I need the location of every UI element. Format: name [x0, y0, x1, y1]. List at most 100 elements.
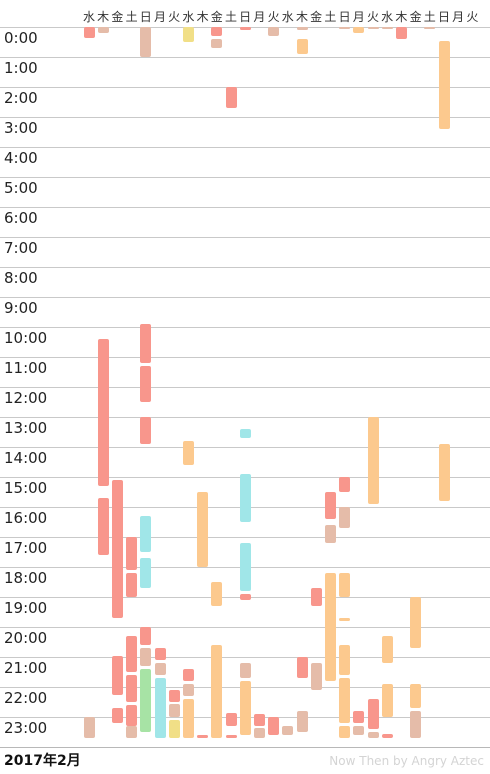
event-bar[interactable] — [339, 573, 351, 597]
event-bar[interactable] — [282, 726, 294, 735]
event-bar[interactable] — [396, 27, 407, 39]
event-bar[interactable] — [126, 537, 138, 570]
hour-gridline — [0, 117, 490, 118]
event-bar[interactable] — [168, 703, 180, 717]
event-bar[interactable] — [268, 717, 280, 735]
event-bar[interactable] — [296, 657, 308, 678]
event-bar[interactable] — [225, 712, 237, 726]
event-bar[interactable] — [367, 699, 379, 729]
day-label: 日 — [437, 10, 450, 24]
event-bar[interactable] — [183, 699, 194, 738]
event-bar[interactable] — [268, 27, 280, 36]
event-bar[interactable] — [339, 27, 351, 29]
event-bar[interactable] — [339, 726, 351, 738]
event-bar[interactable] — [353, 27, 365, 33]
event-bar[interactable] — [140, 27, 152, 57]
event-bar[interactable] — [239, 27, 251, 30]
event-bar[interactable] — [367, 417, 379, 504]
event-bar[interactable] — [254, 714, 265, 726]
event-bar[interactable] — [154, 648, 166, 660]
event-bar[interactable] — [154, 678, 166, 738]
event-bar[interactable] — [183, 27, 194, 42]
event-bar[interactable] — [381, 27, 393, 29]
event-bar[interactable] — [112, 655, 123, 695]
event-bar[interactable] — [126, 636, 138, 672]
event-bar[interactable] — [211, 39, 223, 48]
event-bar[interactable] — [296, 27, 308, 30]
event-bar[interactable] — [112, 480, 123, 618]
event-bar[interactable] — [225, 87, 237, 108]
event-bar[interactable] — [211, 27, 223, 36]
event-bar[interactable] — [339, 507, 351, 528]
event-bar[interactable] — [126, 705, 138, 726]
event-bar[interactable] — [424, 27, 436, 29]
event-bar[interactable] — [438, 444, 450, 501]
event-bar[interactable] — [140, 669, 152, 732]
event-bar[interactable] — [140, 366, 152, 402]
event-bar[interactable] — [126, 573, 138, 597]
event-bar[interactable] — [126, 726, 138, 738]
event-bar[interactable] — [438, 40, 450, 129]
event-bar[interactable] — [154, 663, 166, 675]
event-bar[interactable] — [211, 582, 223, 606]
event-bar[interactable] — [339, 645, 351, 675]
event-bar[interactable] — [140, 648, 152, 666]
event-bar[interactable] — [367, 27, 379, 29]
event-bar[interactable] — [225, 735, 237, 738]
hour-gridline — [0, 267, 490, 268]
day-label: 金 — [310, 10, 323, 24]
event-bar[interactable] — [97, 339, 109, 486]
event-bar[interactable] — [211, 645, 223, 738]
event-bar[interactable] — [239, 681, 251, 735]
event-bar[interactable] — [310, 588, 322, 606]
event-bar[interactable] — [381, 684, 393, 717]
hour-label: 8:00 — [4, 269, 38, 287]
hour-label: 5:00 — [4, 179, 38, 197]
event-bar[interactable] — [140, 417, 152, 444]
event-bar[interactable] — [339, 477, 351, 492]
event-bar[interactable] — [296, 39, 308, 54]
event-bar[interactable] — [325, 525, 336, 543]
event-bar[interactable] — [325, 492, 336, 519]
event-bar[interactable] — [339, 678, 351, 723]
event-bar[interactable] — [239, 474, 251, 522]
event-bar[interactable] — [168, 690, 180, 702]
event-bar[interactable] — [353, 711, 365, 723]
event-bar[interactable] — [325, 573, 336, 681]
event-bar[interactable] — [112, 708, 123, 723]
event-bar[interactable] — [140, 324, 152, 363]
event-bar[interactable] — [97, 498, 109, 555]
event-bar[interactable] — [126, 675, 138, 702]
event-bar[interactable] — [140, 516, 152, 552]
event-bar[interactable] — [197, 492, 209, 567]
event-bar[interactable] — [239, 663, 251, 678]
event-bar[interactable] — [239, 594, 251, 600]
event-bar[interactable] — [239, 429, 251, 438]
event-bar[interactable] — [197, 735, 209, 738]
event-bar[interactable] — [381, 636, 393, 663]
event-bar[interactable] — [168, 720, 180, 738]
event-bar[interactable] — [83, 27, 95, 38]
month-label: 2017年2月 — [4, 753, 81, 769]
event-bar[interactable] — [410, 684, 422, 708]
event-bar[interactable] — [367, 732, 379, 738]
event-bar[interactable] — [97, 27, 109, 33]
event-bar[interactable] — [381, 733, 393, 738]
hour-label: 2:00 — [4, 89, 38, 107]
hour-label: 20:00 — [4, 629, 48, 647]
event-bar[interactable] — [353, 726, 365, 735]
event-bar[interactable] — [254, 727, 265, 738]
event-bar[interactable] — [183, 441, 194, 465]
event-bar[interactable] — [410, 711, 422, 738]
event-bar[interactable] — [183, 669, 194, 681]
event-bar[interactable] — [140, 627, 152, 645]
event-bar[interactable] — [83, 717, 95, 738]
event-bar[interactable] — [183, 684, 194, 696]
event-bar[interactable] — [310, 663, 322, 690]
event-bar[interactable] — [296, 711, 308, 732]
event-bar[interactable] — [339, 618, 351, 621]
event-bar[interactable] — [140, 558, 152, 588]
event-bar[interactable] — [239, 543, 251, 591]
day-label: 月 — [253, 10, 266, 24]
event-bar[interactable] — [410, 597, 422, 648]
